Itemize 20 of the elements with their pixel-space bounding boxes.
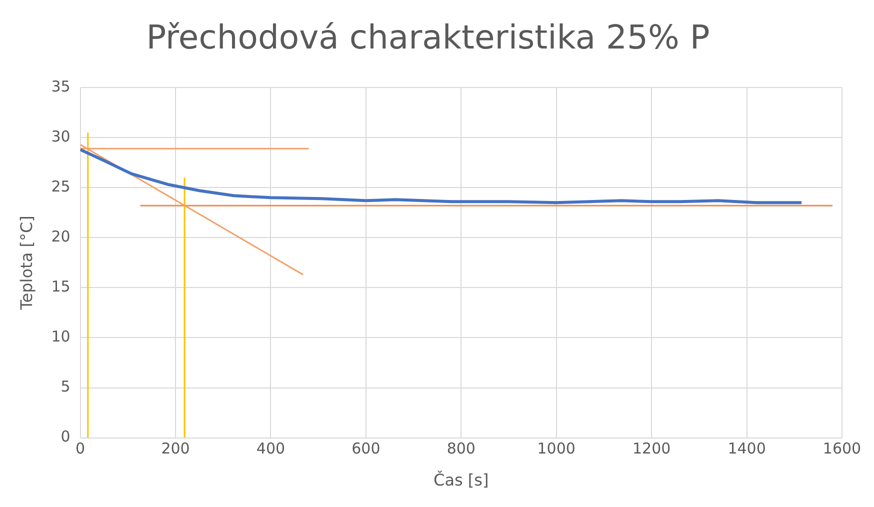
x-tick-label: 1400 [728,440,766,458]
x-tick-label: 1200 [632,440,671,458]
x-tick-label: 1600 [822,440,862,458]
y-tick-label: 15 [51,278,70,296]
x-tick-label: 800 [446,440,476,458]
x-axis-title: Čas [s] [434,470,489,490]
y-axis-title: Teplota [°C] [16,216,36,311]
x-tick-label: 600 [352,440,380,458]
y-tick-label: 20 [51,228,70,246]
y-tick-label: 0 [60,428,70,446]
y-tick-label: 30 [51,128,70,146]
x-tick-label: 0 [76,440,86,458]
x-tick-label: 400 [256,440,286,458]
y-tick-label: 25 [51,178,70,196]
chart-title: Přechodová charakteristika 25% P [146,17,710,56]
y-tick-label: 10 [51,328,70,346]
x-tick-label: 1000 [537,440,576,458]
y-tick-label: 5 [60,378,70,396]
y-tick-label: 35 [51,77,70,96]
x-tick-label: 200 [161,440,190,458]
